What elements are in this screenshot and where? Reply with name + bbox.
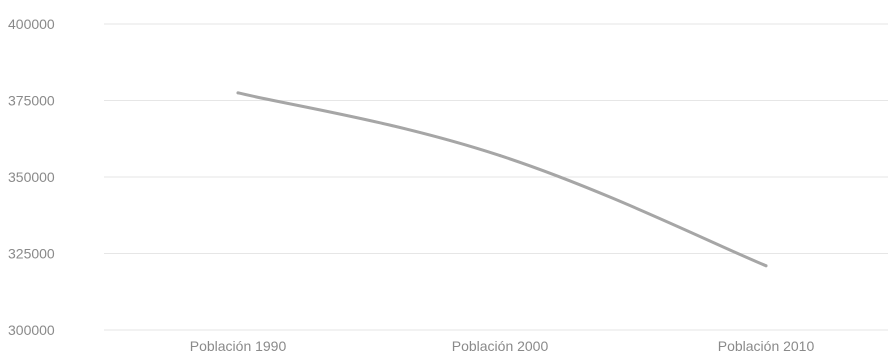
x-axis-tick-labels: Población 1990 Población 2000 Población 20… [190,338,815,354]
y-tick-label: 375000 [8,93,55,109]
data-point-0 [236,91,240,95]
data-point-2 [764,264,768,268]
x-tick-label: Población 2010 [718,338,815,354]
y-tick-label: 350000 [8,169,55,185]
data-point-1 [498,154,502,158]
y-axis-tick-labels: 400000 375000 350000 325000 300000 [8,16,55,338]
x-tick-label: Población 1990 [190,338,287,354]
gridlines [104,23,888,331]
y-tick-label: 400000 [8,16,55,32]
series-layer [236,91,768,268]
y-tick-label: 325000 [8,246,55,262]
x-tick-label: Población 2000 [452,338,549,354]
y-tick-label: 300000 [8,322,55,338]
series-line-0 [236,91,768,268]
